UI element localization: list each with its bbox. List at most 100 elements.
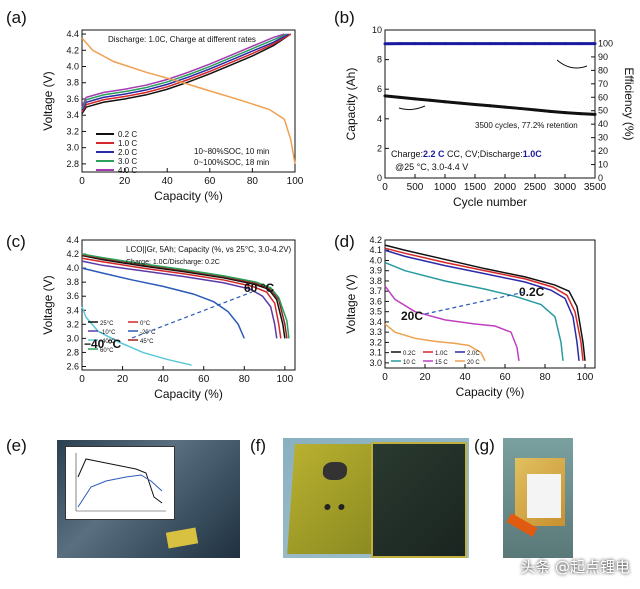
chart-c-y-tick-label: 4.2 bbox=[66, 249, 79, 259]
chart-d-y-tick-label: 3.5 bbox=[369, 307, 382, 317]
chart-a-x-tick-label: 60 bbox=[204, 176, 216, 187]
chart-a-header: Discharge: 1.0C, Charge at different rat… bbox=[108, 35, 256, 44]
chart-c-x-tick-label: 0 bbox=[79, 374, 85, 385]
chart-b-series-0-point bbox=[443, 100, 447, 104]
chart-a-x-tick-label: 80 bbox=[247, 176, 259, 187]
chart-b-series-0-point bbox=[593, 112, 597, 116]
chart-c-y-tick-label: 3.2 bbox=[66, 319, 79, 329]
chart-a-legend-label: 1.0 C bbox=[118, 139, 137, 148]
chart-c-frame bbox=[81, 239, 296, 371]
panel-label-a: (a) bbox=[6, 8, 27, 27]
chart-b-right-tick-label: 80 bbox=[598, 65, 608, 75]
chart-c-legend-label: -20°C bbox=[140, 330, 156, 336]
sheet-dark-mark bbox=[322, 462, 348, 480]
chart-a-series-4-line bbox=[81, 33, 285, 108]
chart-c-series-1-line bbox=[81, 257, 282, 339]
chart-b-series-1-point bbox=[563, 42, 567, 46]
chart-d-frame bbox=[384, 239, 596, 369]
chart-d-y-tick-label: 3.2 bbox=[369, 337, 382, 347]
chart-b-right-tick-label: 10 bbox=[598, 160, 608, 170]
inset-temperature-line bbox=[77, 474, 163, 508]
chart-b-series-0-point bbox=[473, 102, 477, 106]
chart-c-y-axis-label: Voltage (V) bbox=[41, 275, 55, 334]
photo-e-background bbox=[57, 440, 240, 558]
chart-d-x-tick-label: 60 bbox=[499, 372, 511, 383]
chart-b-frame bbox=[384, 29, 596, 179]
chart-d-y-tick-label: 3.8 bbox=[369, 276, 382, 286]
chart-b-series-0-point bbox=[578, 112, 582, 116]
chart-b-x-tick-label: 2000 bbox=[494, 182, 517, 193]
chart-a-frame bbox=[81, 29, 296, 173]
chart-a-y-tick-label: 4.2 bbox=[66, 45, 79, 55]
chart-a-legend-label: 4.0 C bbox=[118, 166, 137, 175]
chart-c-y-tick-label: 2.6 bbox=[66, 361, 79, 371]
chart-b-condition-part: CC, CV;Discharge: bbox=[445, 149, 523, 159]
chart-d-y-tick-label: 3.4 bbox=[369, 317, 382, 327]
chart-b-series-1-point bbox=[443, 42, 447, 46]
chart-b-y-tick-label: 10 bbox=[372, 25, 382, 35]
chart-b-y-tick-label: 8 bbox=[377, 55, 382, 65]
chart-d-y-tick-label: 3.6 bbox=[369, 296, 382, 306]
cathode-sheet bbox=[287, 444, 383, 554]
photo-f-background bbox=[283, 438, 469, 558]
chart-b-series-0-point bbox=[413, 97, 417, 101]
chart-b-series-0-point bbox=[503, 105, 507, 109]
chart-b-condition-2: @25 °C, 3.0-4.4 V bbox=[395, 162, 468, 172]
panel-label-f: (f) bbox=[250, 436, 267, 455]
chart-b-efficiency-arrow bbox=[556, 59, 588, 69]
chart-b-condition-part: 1.0C bbox=[523, 149, 543, 159]
chart-a-y-tick-label: 3.6 bbox=[66, 94, 79, 104]
chart-b-series-1-point bbox=[473, 42, 477, 46]
chart-b-x-tick-label: 0 bbox=[382, 182, 388, 193]
chart-d-legend-label: 15 C bbox=[435, 360, 448, 366]
chart-d-x-axis-label: Capacity (%) bbox=[456, 385, 525, 399]
chart-c-annotation-low: −40 °C bbox=[84, 337, 121, 351]
charts-canvas: 0 20 40 60 80 1002.83.03.23.43.63.84.04.24.4C… bbox=[41, 25, 636, 401]
chart-d-legend-label: 10 C bbox=[403, 360, 416, 366]
chart-b-right-tick-label: 0 bbox=[598, 173, 603, 183]
chart-b-series-1-point bbox=[398, 42, 402, 46]
chart-b-series-1-point bbox=[383, 42, 387, 46]
chart-d-series-3-line bbox=[384, 261, 564, 361]
chart-b-series-0-point bbox=[398, 95, 402, 99]
chart-d-x-tick-label: 40 bbox=[459, 372, 471, 383]
chart-b-series-1-point bbox=[533, 42, 537, 46]
chart-b-series-1-point bbox=[458, 42, 462, 46]
photo-g-background bbox=[503, 438, 573, 558]
chart-b-x-tick-label: 3000 bbox=[554, 182, 577, 193]
chart-b-right-tick-label: 90 bbox=[598, 52, 608, 62]
chart-c-x-tick-label: 60 bbox=[198, 374, 210, 385]
chart-b-series-1-point bbox=[578, 42, 582, 46]
chart-b-x-tick-label: 2500 bbox=[524, 182, 547, 193]
chart-d-x-tick-label: 100 bbox=[577, 372, 594, 383]
chart-c-series-4-line bbox=[81, 306, 192, 366]
chart-d-series-2-line bbox=[384, 249, 580, 361]
chart-a-legend-label: 2.0 C bbox=[118, 148, 137, 157]
chart-c-y-tick-label: 3.4 bbox=[66, 305, 79, 315]
chart-b-y-tick-label: 4 bbox=[377, 114, 382, 124]
chart-b-right-tick-label: 100 bbox=[598, 38, 613, 48]
panel-label-c: (c) bbox=[6, 232, 26, 251]
chart-a-x-tick-label: 40 bbox=[162, 176, 174, 187]
anode-sheet bbox=[371, 442, 467, 558]
chart-c-series-6-line bbox=[81, 253, 290, 339]
panel-label-d: (d) bbox=[334, 232, 355, 251]
chart-a-series-1-line bbox=[81, 33, 292, 113]
chart-b-series-1-point bbox=[413, 42, 417, 46]
chart-d-x-tick-label: 80 bbox=[539, 372, 551, 383]
chart-b-series-0-point bbox=[533, 108, 537, 112]
chart-d-annotation-low-rate: 0.2C bbox=[519, 285, 545, 299]
chart-b-x-tick-label: 1000 bbox=[434, 182, 457, 193]
chart-a-series-5-line bbox=[81, 37, 296, 165]
chart-b-condition-part: 2.2 C bbox=[423, 149, 445, 159]
chart-d-series-5-line bbox=[384, 323, 486, 362]
chart-a-y-tick-label: 3.0 bbox=[66, 143, 79, 153]
chart-b-right-tick-label: 50 bbox=[598, 106, 608, 116]
chart-c-header2: Charge: 1.0C/Discharge: 0.2C bbox=[126, 259, 220, 266]
chart-b-series-1-point bbox=[518, 42, 522, 46]
panel-label-b: (b) bbox=[334, 8, 355, 27]
chart-a-note-2: 0~100%SOC, 18 min bbox=[194, 158, 269, 167]
chart-d-y-tick-label: 4.1 bbox=[369, 245, 382, 255]
chart-a-x-tick-label: 100 bbox=[287, 176, 304, 187]
chart-b-series-0-point bbox=[548, 109, 552, 113]
